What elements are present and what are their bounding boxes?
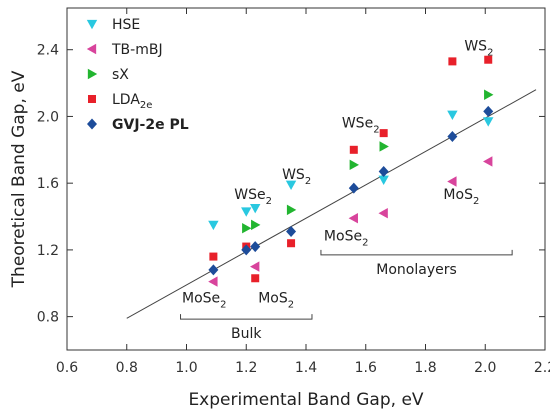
point-lda (209, 252, 218, 261)
legend: HSE TB-mBJ sX LDA2e GVJ-2e PL (86, 17, 189, 133)
point-hse (208, 220, 219, 231)
legend-label: HSE (112, 17, 140, 33)
x-axis-title: Experimental Band Gap, eV (188, 390, 423, 410)
point-gvj-2e-pl (447, 130, 458, 142)
y-tick-label: 1.6 (37, 176, 59, 192)
material-label: MoS2 (258, 290, 294, 310)
point-lda (349, 145, 358, 154)
legend-marker (87, 118, 97, 130)
bracket-line (320, 249, 513, 256)
point-hse (285, 180, 297, 191)
point-tb-mbj (208, 276, 218, 287)
material-label: MoS2 (443, 187, 479, 207)
point-sx (379, 141, 389, 152)
legend-marker (86, 43, 97, 55)
point-tb-mbj (250, 261, 260, 272)
point-tb-mbj (348, 213, 358, 224)
point-tb-mbj (483, 156, 493, 167)
point-lda (448, 57, 457, 66)
material-label: MoSe2 (182, 290, 227, 310)
point-gvj-2e-pl (250, 241, 261, 253)
x-tick-label: 2.2 (534, 360, 550, 376)
point-hse (447, 110, 458, 120)
point-lda (379, 129, 388, 138)
bracket-line (180, 314, 313, 320)
point-gvj-2e-pl (208, 264, 219, 276)
point-hse (378, 175, 389, 186)
x-tick-label: 1.8 (414, 360, 436, 376)
point-gvj-2e-pl (483, 105, 494, 117)
bracket-label: Bulk (231, 326, 262, 342)
point-sx (349, 159, 359, 171)
point-gvj-2e-pl (241, 244, 252, 256)
legend-label: TB-mBJ (111, 42, 163, 58)
y-tick-label: 1.2 (37, 243, 59, 259)
material-annotations: WS2 WSe2 WSe2 WS2 MoS2 MoSe2 MoSe2 MoS2 (182, 39, 493, 311)
point-gvj-2e-pl (348, 182, 359, 194)
legend-marker (87, 68, 98, 80)
point-gvj-2e-pl (378, 165, 389, 177)
point-lda (251, 274, 260, 283)
material-label: WS2 (464, 39, 493, 59)
x-tick-label: 1.4 (295, 360, 317, 376)
x-tick-label: 1.0 (175, 360, 197, 376)
axis-ticks: 0.6 0.8 1.0 1.2 1.4 1.6 1.8 2.0 2.2 0.8 1.2 1.6 2.0 2… (37, 8, 550, 376)
y-tick-label: 0.8 (37, 310, 59, 326)
y-tick-label: 2.0 (37, 109, 59, 125)
material-label: WSe2 (234, 187, 272, 207)
point-tb-mbj (378, 208, 388, 219)
x-tick-label: 0.8 (116, 360, 138, 376)
point-sx (242, 223, 252, 234)
point-sx (251, 219, 261, 231)
legend-label: LDA2e (112, 92, 152, 111)
point-lda (287, 239, 296, 248)
point-hse (483, 117, 494, 127)
bracket-label: Monolayers (376, 262, 457, 278)
x-tick-label: 0.6 (56, 360, 78, 376)
point-lda (484, 55, 493, 64)
annotation-brackets: Bulk Monolayers (180, 249, 513, 342)
x-tick-label: 1.2 (235, 360, 257, 376)
legend-label: sX (112, 67, 129, 83)
y-tick-label: 2.4 (37, 43, 59, 59)
data-points (208, 55, 494, 287)
point-hse (241, 207, 252, 217)
legend-marker (86, 19, 98, 30)
point-sx (286, 204, 297, 216)
material-label: MoSe2 (324, 229, 369, 249)
trend-line (126, 89, 537, 319)
material-label: WS2 (282, 167, 311, 187)
material-label: WSe2 (342, 115, 380, 135)
y-axis-title: Theoretical Band Gap, eV (9, 70, 29, 288)
legend-marker (88, 95, 96, 103)
point-sx (484, 89, 494, 100)
point-tb-mbj (447, 176, 457, 187)
x-tick-label: 1.6 (355, 360, 377, 376)
point-gvj-2e-pl (286, 226, 297, 238)
point-hse (250, 204, 261, 214)
legend-label: GVJ-2e PL (112, 117, 189, 133)
x-tick-label: 2.0 (474, 360, 496, 376)
